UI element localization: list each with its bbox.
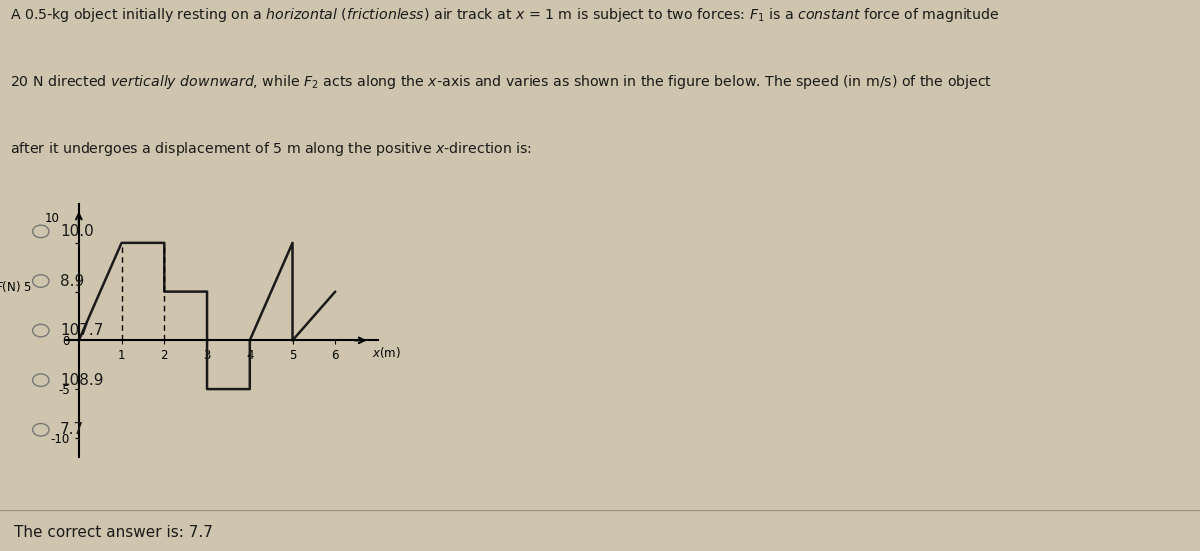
Text: 7.7: 7.7 <box>38 439 62 454</box>
Text: 10.0: 10.0 <box>60 224 94 239</box>
Text: after it undergoes a displacement of 5 m along the positive $\it{x}$-direction i: after it undergoes a displacement of 5 m… <box>10 140 532 158</box>
Text: A 0.5-kg object initially resting on a $\it{horizontal\ (frictionless)}$ air tra: A 0.5-kg object initially resting on a $… <box>10 6 998 24</box>
Text: $\it{x}$(m): $\it{x}$(m) <box>372 344 401 360</box>
Text: 10.0: 10.0 <box>38 240 72 255</box>
Text: The correct answer is: 7.7: The correct answer is: 7.7 <box>14 525 214 540</box>
Text: $\it{F}$(N) 5: $\it{F}$(N) 5 <box>0 279 32 294</box>
Text: 108.9: 108.9 <box>38 389 82 404</box>
Text: 10: 10 <box>44 212 60 225</box>
Text: 108.9: 108.9 <box>60 372 103 388</box>
Text: 107.7: 107.7 <box>60 323 103 338</box>
Text: 20 N directed $\it{vertically\ downward}$, while $\it{F}_2$ acts along the $\it{: 20 N directed $\it{vertically\ downward}… <box>10 73 992 91</box>
Text: 8.9: 8.9 <box>38 290 62 305</box>
Text: 107.7: 107.7 <box>38 339 82 354</box>
Text: 7.7: 7.7 <box>60 422 84 437</box>
Text: 8.9: 8.9 <box>60 273 84 289</box>
